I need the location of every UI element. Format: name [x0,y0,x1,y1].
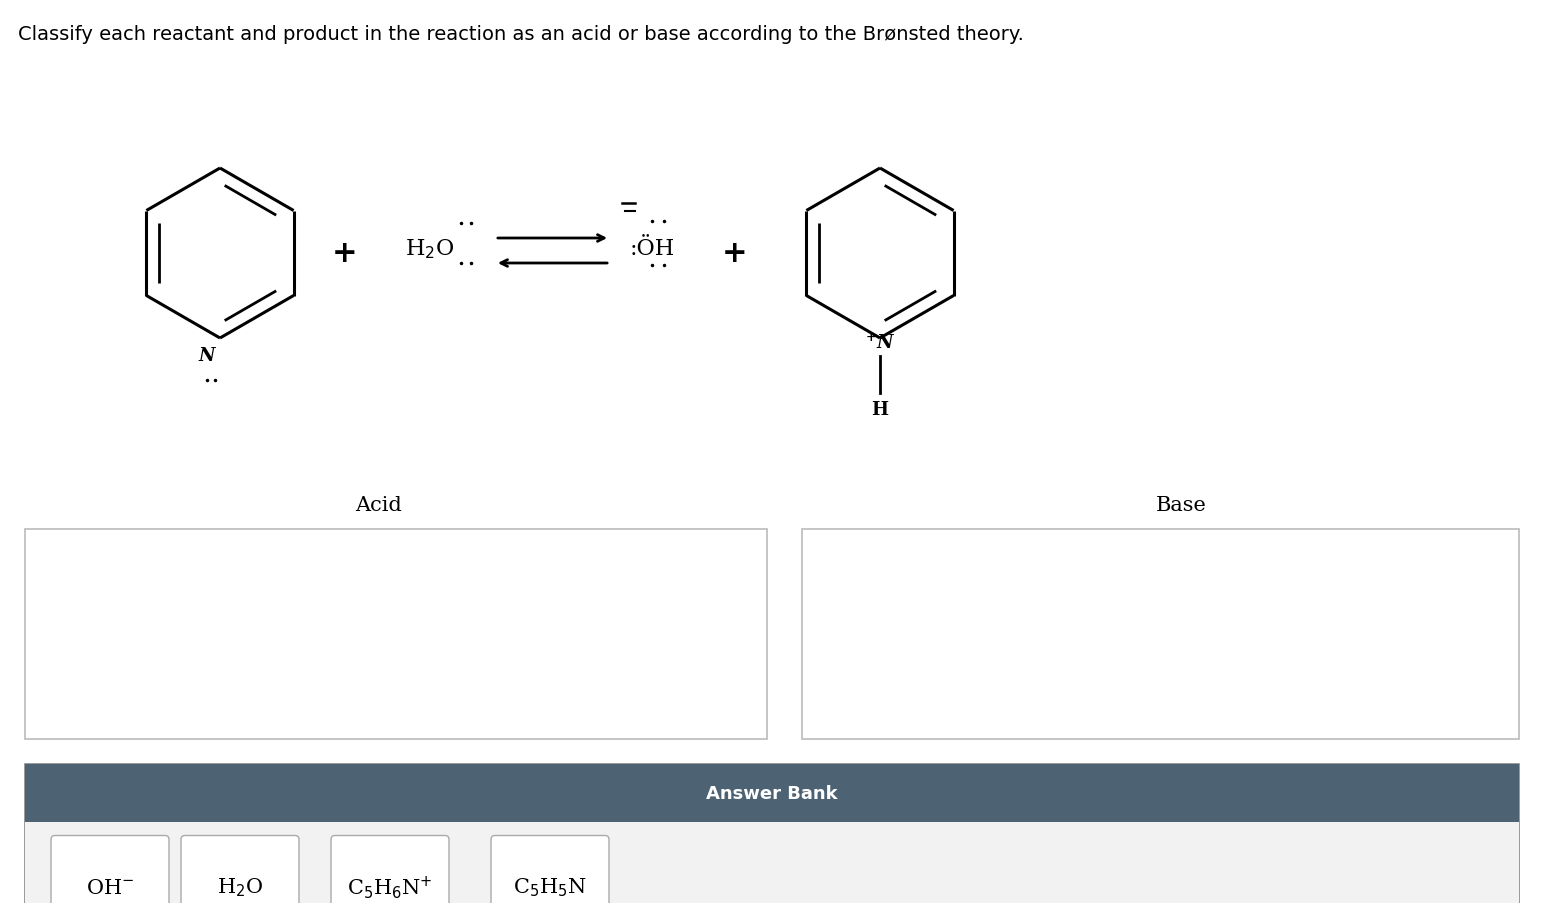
Text: OH$^{-}$: OH$^{-}$ [86,878,134,897]
Bar [25,764,1519,903]
FancyBboxPatch shape [330,835,449,903]
Text: H: H [871,401,888,418]
Text: :ÖH: :ÖH [630,237,675,260]
Text: C$_{5}$H$_{6}$N$^{+}$: C$_{5}$H$_{6}$N$^{+}$ [347,873,432,900]
Text: H$_{2}$O: H$_{2}$O [216,876,262,898]
FancyBboxPatch shape [51,835,168,903]
FancyBboxPatch shape [491,835,608,903]
Text: N: N [199,347,215,365]
Text: Answer Bank: Answer Bank [706,784,838,802]
Bar [801,529,1519,740]
Bar [25,529,767,740]
Text: +: + [723,239,747,268]
FancyBboxPatch shape [181,835,300,903]
Text: C$_{5}$H$_{5}$N: C$_{5}$H$_{5}$N [513,876,587,898]
Text: +: + [332,239,358,268]
Text: Base: Base [1156,496,1206,515]
Text: Acid: Acid [355,496,401,515]
Text: $\mathregular{^{+}N}$: $\mathregular{^{+}N}$ [865,333,896,353]
Text: H$_2$O: H$_2$O [405,237,454,260]
Text: Classify each reactant and product in the reaction as an acid or base according : Classify each reactant and product in th… [19,25,1024,44]
Bar [25,822,1519,903]
Bar [25,764,1519,822]
